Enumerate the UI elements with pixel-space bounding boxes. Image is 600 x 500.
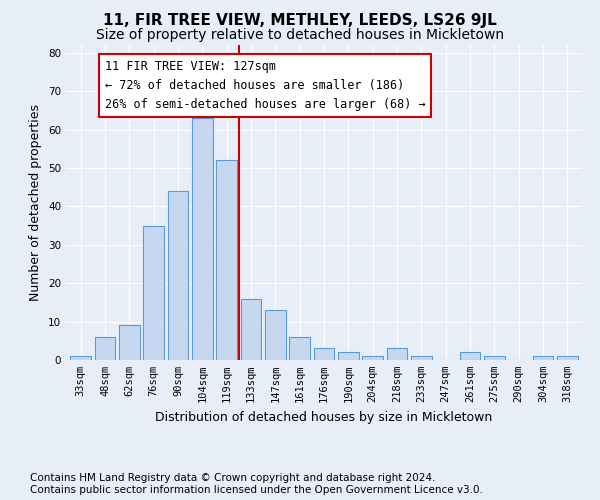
Bar (216, 160, 237, 360)
Bar (143, 226, 164, 360)
Bar (338, 352, 359, 360)
Text: 11, FIR TREE VIEW, METHLEY, LEEDS, LS26 9JL: 11, FIR TREE VIEW, METHLEY, LEEDS, LS26 … (103, 12, 497, 28)
Bar (265, 310, 286, 360)
Text: 11 FIR TREE VIEW: 127sqm
← 72% of detached houses are smaller (186)
26% of semi-: 11 FIR TREE VIEW: 127sqm ← 72% of detach… (105, 60, 425, 112)
Bar (95, 337, 115, 360)
Bar (289, 337, 310, 360)
Bar (167, 191, 188, 360)
Bar (411, 356, 432, 360)
Bar (533, 356, 553, 360)
Bar (70, 356, 91, 360)
Text: Size of property relative to detached houses in Mickletown: Size of property relative to detached ho… (96, 28, 504, 42)
Bar (386, 348, 407, 360)
Bar (460, 352, 481, 360)
Bar (192, 118, 212, 360)
Y-axis label: Number of detached properties: Number of detached properties (29, 104, 43, 301)
Bar (557, 356, 578, 360)
Bar (241, 298, 262, 360)
Bar (362, 356, 383, 360)
Bar (314, 348, 334, 360)
Text: Contains HM Land Registry data © Crown copyright and database right 2024.
Contai: Contains HM Land Registry data © Crown c… (30, 474, 483, 495)
Bar (484, 356, 505, 360)
X-axis label: Distribution of detached houses by size in Mickletown: Distribution of detached houses by size … (155, 410, 493, 424)
Bar (119, 326, 140, 360)
